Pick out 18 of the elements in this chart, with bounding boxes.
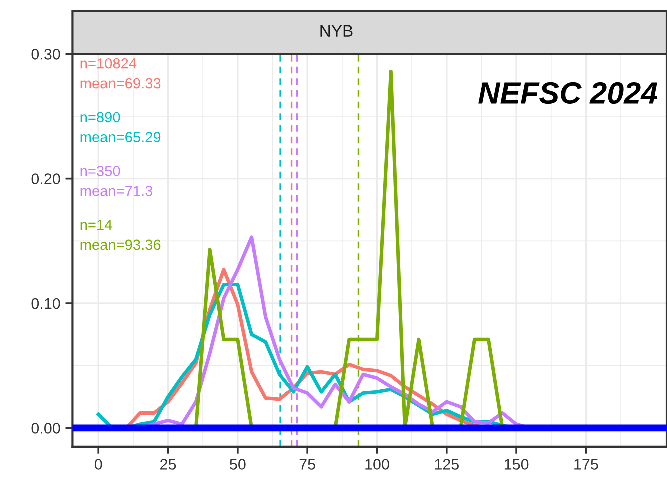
ref-line-label: n=350 mean=71.3 — [80, 166, 153, 196]
chart-title: NYB — [320, 25, 353, 37]
x-tick-label: 25 — [160, 459, 176, 470]
x-tick-label: 125 — [435, 459, 459, 470]
x-tick-label: 50 — [230, 459, 246, 470]
ref-line-label: n=890 mean=65.29 — [80, 112, 161, 143]
annotation: NEFSC 2024 — [478, 82, 658, 104]
x-tick-label: 0 — [94, 459, 102, 470]
y-tick-label: 0.00 — [32, 423, 60, 434]
y-tick-label: 0.30 — [32, 48, 60, 60]
x-tick-label: 175 — [574, 459, 598, 470]
x-tick-label: 150 — [504, 459, 529, 470]
y-tick-label: 0.20 — [32, 174, 60, 185]
ref-line-label: n=14 mean=93.36 — [80, 220, 161, 250]
x-tick-label: 100 — [366, 459, 390, 470]
ref-line-label: n=10824 mean=69.33 — [80, 58, 161, 89]
x-tick-label: 75 — [300, 459, 316, 470]
y-tick-label: 0.10 — [32, 298, 60, 310]
